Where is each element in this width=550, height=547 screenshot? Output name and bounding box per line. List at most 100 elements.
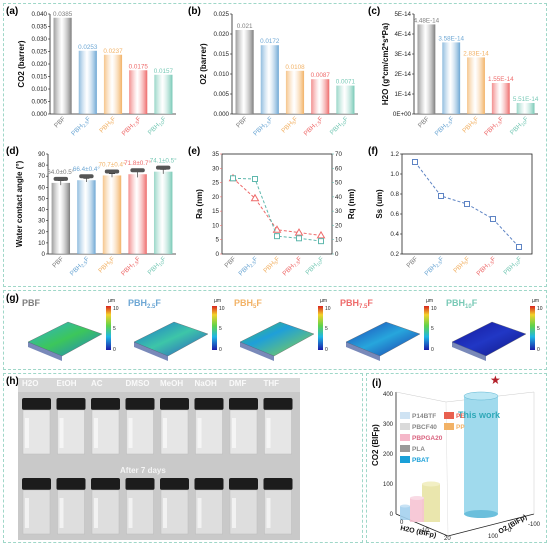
y-tick-label: 15 <box>212 208 219 215</box>
frame-panel-i <box>366 373 547 543</box>
panel-label-g: (g) <box>6 293 19 304</box>
frame-top-row <box>3 3 547 287</box>
data-point <box>294 228 304 236</box>
bar <box>311 79 330 114</box>
y-axis-label: O2 (barrer) <box>199 43 208 85</box>
y2-tick-label: 70 <box>335 151 342 158</box>
y2-tick-label: 40 <box>335 194 342 201</box>
surface-map: µm 10 5 0 PBF <box>22 298 119 361</box>
y-tick-label: 5 <box>216 237 220 244</box>
category-label: PBH2.5F <box>237 255 260 278</box>
data-label: 4.48E-14 <box>414 17 440 24</box>
chart-water-contact-angle: 0 10 20 30 40 50 60 70 80 90 64.0±0.5° PBF 66.4±0.4°… <box>15 151 177 278</box>
sample-label: PBH5F <box>234 298 262 310</box>
panel-label-e: (e) <box>188 146 201 157</box>
panel-label-b: (b) <box>188 6 201 17</box>
vial-cap <box>125 398 155 410</box>
y-tick-label: 0.000 <box>214 111 230 118</box>
droplet-image <box>79 174 94 179</box>
category-label: PBH7.5F <box>120 255 143 278</box>
sample-label: PBF <box>22 298 41 308</box>
y-tick-label: 50 <box>38 195 45 202</box>
svg-text:0: 0 <box>113 347 116 353</box>
data-point <box>230 175 236 182</box>
i-ylabel: O2 (BIFp) <box>498 514 529 536</box>
y-tick-label: 0.010 <box>214 71 230 78</box>
droplet-image <box>130 168 145 173</box>
y-tick-label: 0.030 <box>32 36 48 43</box>
panel-label-d: (d) <box>6 146 19 157</box>
z-tick-label: 300 <box>383 422 394 428</box>
bar <box>53 17 72 114</box>
category-label: PBH7.5F <box>303 115 326 138</box>
y-tick-label: 0.4 <box>390 231 399 238</box>
z-tick-label: 400 <box>383 392 394 398</box>
y-tick-label: 0.020 <box>214 31 230 38</box>
y-tick-label: 90 <box>38 151 45 158</box>
legend-swatch <box>444 412 454 419</box>
y-tick-label: 0.020 <box>32 61 48 68</box>
surface-map: µm 10 5 0 PBH7.5F <box>340 298 437 361</box>
category-label: PBH5F <box>452 255 472 275</box>
chart-h2o-permeability: 0E+00 1E-14 2E-14 3E-14 4E-14 5E-144.48E-14 PB… <box>381 11 539 137</box>
legend-label: PP <box>456 424 465 431</box>
chart-roughness-ra-rq: 05101520253035010203040506070PBFPBH2.5FP… <box>195 151 356 278</box>
surface-map: µm 10 5 0 PBH5F <box>234 298 331 361</box>
data-point <box>274 233 280 240</box>
svg-text:10: 10 <box>325 306 331 312</box>
vial-cap <box>22 478 51 490</box>
vial-cap <box>229 478 258 490</box>
panel-g-surface-maps: µm 10 5 0 PBF µm 10 5 0 PBH2.5F µm 10 5 0 PBH5F µm 10 5 0 P… <box>22 298 543 361</box>
data-label: 0.0087 <box>311 72 331 79</box>
data-point <box>316 230 326 239</box>
category-label: PBH5F <box>97 255 117 275</box>
data-point <box>464 201 470 207</box>
color-scale-bar <box>106 306 111 350</box>
category-label: PBF <box>417 115 431 129</box>
category-label: PBF <box>406 255 420 269</box>
y-tick-label: 60 <box>38 184 45 191</box>
svg-text:0: 0 <box>325 347 328 353</box>
x-tick-label: 0 <box>400 520 404 526</box>
svg-text:5: 5 <box>113 326 116 332</box>
data-label: 0.021 <box>237 23 253 30</box>
svg-text:10: 10 <box>113 306 119 312</box>
y-tick-label: 1.0 <box>390 171 399 178</box>
y-tick-label: 0 <box>42 251 46 258</box>
y-tick-label: 0.000 <box>32 111 48 118</box>
after-days-caption: After 7 days <box>120 466 166 475</box>
y-tick-label: 20 <box>212 194 219 201</box>
legend-label: PBPGA20 <box>412 435 443 442</box>
bar <box>129 70 148 114</box>
bar <box>102 175 122 254</box>
y-axis-label: CO2 (barrer) <box>17 40 26 87</box>
data-label: 2.83E-14 <box>463 50 489 57</box>
category-label: PBH5F <box>98 115 118 135</box>
panel-label-a: (a) <box>6 6 19 17</box>
y-tick-label: 100 <box>488 534 499 540</box>
y-tick-label: 10 <box>38 240 45 247</box>
data-point <box>516 244 522 250</box>
sample-label: PBH10F <box>446 298 478 310</box>
droplet-image <box>155 165 171 170</box>
y-tick-label: 35 <box>212 151 219 158</box>
category-label: PBF <box>224 255 238 269</box>
category-label: PBH2.5F <box>70 115 93 138</box>
solvent-label: DMSO <box>125 379 150 388</box>
y-tick-label: 0.2 <box>390 251 399 258</box>
data-label: 71.8±0.7° <box>124 159 151 167</box>
bar <box>260 45 279 115</box>
data-label: 0.0385 <box>53 11 73 18</box>
y-tick-label: 0.6 <box>390 211 399 218</box>
svg-text:5: 5 <box>325 326 328 332</box>
category-label: PBF <box>51 255 65 269</box>
panel-h-solvent-photo <box>18 378 300 540</box>
vial-cap <box>263 398 293 410</box>
svg-text:µm: µm <box>426 298 433 304</box>
legend-swatch <box>400 423 410 430</box>
category-label: PBH2.5F <box>252 115 275 138</box>
z-tick-label: 200 <box>383 452 394 458</box>
category-label: PBH7.5F <box>121 115 144 138</box>
i-xlabel: H2O (BIFp) <box>400 525 437 539</box>
